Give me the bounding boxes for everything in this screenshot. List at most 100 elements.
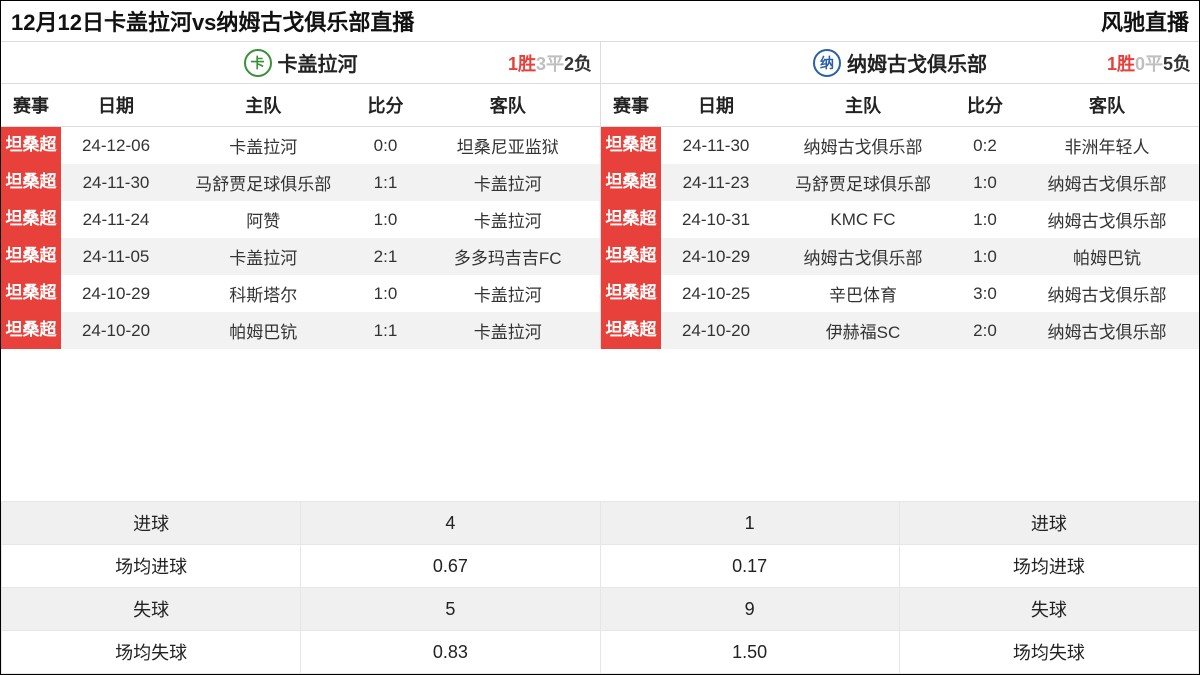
cell-score: 1:0 [955, 238, 1015, 275]
stats-row: 进球41进球 [2, 502, 1199, 545]
cell-league: 坦桑超 [1, 127, 61, 165]
stats-row: 场均进球0.670.17场均进球 [2, 545, 1199, 588]
cell-score: 1:0 [955, 201, 1015, 238]
cell-away: 纳姆古戈俱乐部 [1015, 312, 1199, 349]
stat-label-left: 场均失球 [2, 631, 301, 674]
cell-away: 纳姆古戈俱乐部 [1015, 164, 1199, 201]
match-row: 坦桑超24-11-05卡盖拉河2:1多多玛吉吉FC [1, 238, 600, 275]
right-team-record: 1胜0平5负 [1107, 50, 1191, 76]
cell-date: 24-10-25 [661, 275, 771, 312]
right-team-name: 纳姆古戈俱乐部 [847, 48, 987, 77]
stat-label-right: 进球 [899, 502, 1198, 545]
cell-away: 帕姆巴钪 [1015, 238, 1199, 275]
cell-date: 24-10-31 [661, 201, 771, 238]
cell-date: 24-11-24 [61, 201, 171, 238]
cell-away: 非洲年轻人 [1015, 127, 1199, 165]
col-home: 主队 [771, 84, 955, 127]
match-row: 坦桑超24-10-29纳姆古戈俱乐部1:0帕姆巴钪 [601, 238, 1199, 275]
cell-home: 马舒贾足球俱乐部 [771, 164, 955, 201]
right-column: 纳 纳姆古戈俱乐部 1胜0平5负 赛事 日期 主队 比分 客队 坦桑超24-11… [600, 41, 1199, 349]
cell-score: 0:0 [356, 127, 416, 165]
columns: 卡 卡盖拉河 1胜3平2负 赛事 日期 主队 比分 客队 坦桑超24-12-06… [1, 41, 1199, 349]
right-team-header: 纳 纳姆古戈俱乐部 1胜0平5负 [601, 41, 1199, 84]
page-title: 12月12日卡盖拉河vs纳姆古戈俱乐部直播 [11, 5, 414, 37]
cell-score: 0:2 [955, 127, 1015, 165]
cell-league: 坦桑超 [1, 312, 61, 349]
title-bar: 12月12日卡盖拉河vs纳姆古戈俱乐部直播 风驰直播 [1, 1, 1199, 41]
cell-away: 纳姆古戈俱乐部 [1015, 201, 1199, 238]
stat-left: 0.67 [301, 545, 600, 588]
cell-date: 24-11-05 [61, 238, 171, 275]
match-row: 坦桑超24-10-20伊赫福SC2:0纳姆古戈俱乐部 [601, 312, 1199, 349]
cell-score: 1:1 [356, 312, 416, 349]
stat-label-left: 场均进球 [2, 545, 301, 588]
cell-league: 坦桑超 [601, 238, 661, 275]
left-team-record: 1胜3平2负 [508, 50, 592, 76]
stat-right: 1 [600, 502, 899, 545]
right-win-count: 1 [1107, 54, 1117, 74]
cell-away: 卡盖拉河 [416, 312, 601, 349]
right-matches-table: 赛事 日期 主队 比分 客队 坦桑超24-11-30纳姆古戈俱乐部0:2非洲年轻… [601, 84, 1199, 349]
cell-date: 24-11-30 [61, 164, 171, 201]
stats-section: 进球41进球场均进球0.670.17场均进球失球59失球场均失球0.831.50… [1, 501, 1199, 674]
col-score: 比分 [356, 84, 416, 127]
cell-score: 3:0 [955, 275, 1015, 312]
match-row: 坦桑超24-10-31KMC FC1:0纳姆古戈俱乐部 [601, 201, 1199, 238]
cell-away: 卡盖拉河 [416, 275, 601, 312]
cell-score: 1:1 [356, 164, 416, 201]
stats-body: 进球41进球场均进球0.670.17场均进球失球59失球场均失球0.831.50… [2, 502, 1199, 674]
match-row: 坦桑超24-11-24阿赞1:0卡盖拉河 [1, 201, 600, 238]
col-home: 主队 [171, 84, 356, 127]
right-matches-body: 坦桑超24-11-30纳姆古戈俱乐部0:2非洲年轻人坦桑超24-11-23马舒贾… [601, 127, 1199, 350]
cell-league: 坦桑超 [1, 164, 61, 201]
left-lose-count: 2 [564, 54, 574, 74]
cell-league: 坦桑超 [601, 201, 661, 238]
left-team-logo-icon: 卡 [244, 49, 272, 77]
left-column: 卡 卡盖拉河 1胜3平2负 赛事 日期 主队 比分 客队 坦桑超24-12-06… [1, 41, 600, 349]
right-team-logo-icon: 纳 [813, 49, 841, 77]
cell-league: 坦桑超 [1, 275, 61, 312]
cell-score: 1:0 [356, 275, 416, 312]
stats-row: 场均失球0.831.50场均失球 [2, 631, 1199, 674]
cell-league: 坦桑超 [1, 238, 61, 275]
col-away: 客队 [1015, 84, 1199, 127]
left-win-count: 1 [508, 54, 518, 74]
cell-date: 24-10-29 [61, 275, 171, 312]
match-row: 坦桑超24-10-25辛巴体育3:0纳姆古戈俱乐部 [601, 275, 1199, 312]
page: 12月12日卡盖拉河vs纳姆古戈俱乐部直播 风驰直播 卡 卡盖拉河 1胜3平2负… [0, 0, 1200, 675]
cell-away: 卡盖拉河 [416, 201, 601, 238]
cell-score: 2:1 [356, 238, 416, 275]
stat-label-left: 进球 [2, 502, 301, 545]
cell-away: 卡盖拉河 [416, 164, 601, 201]
stat-label-right: 场均失球 [899, 631, 1198, 674]
stats-table: 进球41进球场均进球0.670.17场均进球失球59失球场均失球0.831.50… [1, 501, 1199, 674]
left-team-header: 卡 卡盖拉河 1胜3平2负 [1, 41, 600, 84]
stat-left: 5 [301, 588, 600, 631]
stat-left: 0.83 [301, 631, 600, 674]
match-row: 坦桑超24-10-20帕姆巴钪1:1卡盖拉河 [1, 312, 600, 349]
cell-home: 科斯塔尔 [171, 275, 356, 312]
match-row: 坦桑超24-12-06卡盖拉河0:0坦桑尼亚监狱 [1, 127, 600, 165]
stat-label-right: 场均进球 [899, 545, 1198, 588]
stat-label-left: 失球 [2, 588, 301, 631]
cell-score: 2:0 [955, 312, 1015, 349]
stats-row: 失球59失球 [2, 588, 1199, 631]
col-date: 日期 [661, 84, 771, 127]
cell-home: 帕姆巴钪 [171, 312, 356, 349]
cell-home: KMC FC [771, 201, 955, 238]
stat-right: 9 [600, 588, 899, 631]
col-score: 比分 [955, 84, 1015, 127]
match-row: 坦桑超24-11-30马舒贾足球俱乐部1:1卡盖拉河 [1, 164, 600, 201]
stat-right: 0.17 [600, 545, 899, 588]
left-team-name: 卡盖拉河 [278, 48, 358, 77]
cell-date: 24-10-29 [661, 238, 771, 275]
cell-home: 阿赞 [171, 201, 356, 238]
cell-league: 坦桑超 [601, 164, 661, 201]
right-draw-count: 0 [1135, 54, 1145, 74]
col-league: 赛事 [601, 84, 661, 127]
cell-league: 坦桑超 [601, 275, 661, 312]
match-row: 坦桑超24-11-30纳姆古戈俱乐部0:2非洲年轻人 [601, 127, 1199, 165]
left-matches-body: 坦桑超24-12-06卡盖拉河0:0坦桑尼亚监狱坦桑超24-11-30马舒贾足球… [1, 127, 600, 350]
cell-date: 24-12-06 [61, 127, 171, 165]
cell-league: 坦桑超 [601, 312, 661, 349]
